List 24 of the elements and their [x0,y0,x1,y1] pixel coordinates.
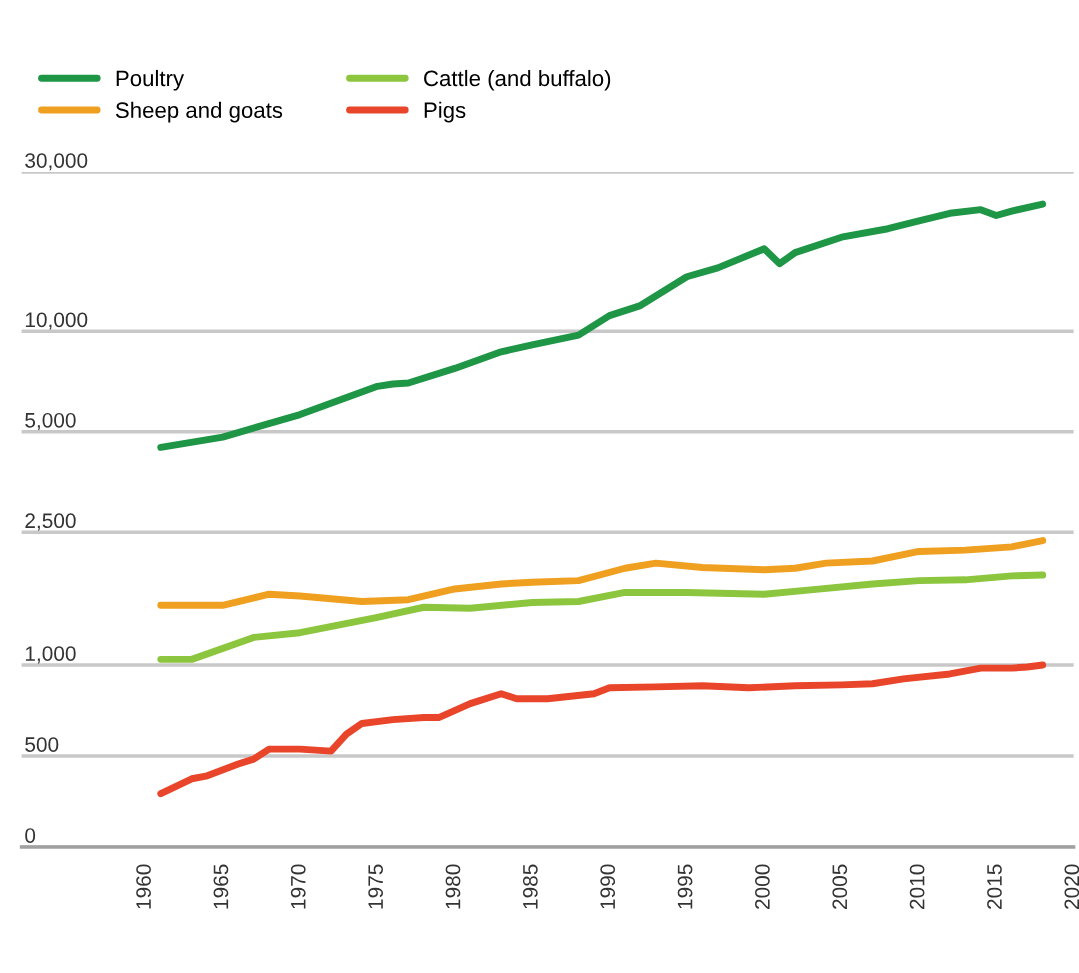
y-tick-label: 1,000 [25,646,76,664]
x-tick-label: 1960 [136,864,151,909]
legend-label: Pigs [424,101,466,123]
y-tick-label: 30,000 [25,153,88,171]
legend-label: Cattle (and buffalo) [424,69,611,91]
y-tick-label: 2,500 [25,513,76,531]
x-tick-label: 2020 [1064,864,1079,909]
x-tick-label: 1990 [600,864,616,909]
x-tick-label: 2005 [832,864,848,909]
y-tick-label: 10,000 [25,312,88,330]
x-tick-label: 1985 [522,864,538,909]
x-tick-label: 1995 [677,864,693,909]
y-tick-label: 500 [25,737,59,752]
x-tick-label: 1975 [368,864,383,909]
legend-label: Sheep and goats [115,101,283,123]
x-tick-label: 1970 [290,864,306,909]
legend-label: Poultry [116,69,185,91]
x-tick-label: 1965 [213,864,229,909]
x-tick-label: 2010 [909,864,925,909]
x-tick-label: 1980 [445,864,461,909]
y-tick-label: 0 [25,828,36,843]
x-tick-label: 2000 [755,864,770,909]
x-tick-label: 2015 [987,864,1002,909]
y-tick-label: 5,000 [25,412,76,431]
